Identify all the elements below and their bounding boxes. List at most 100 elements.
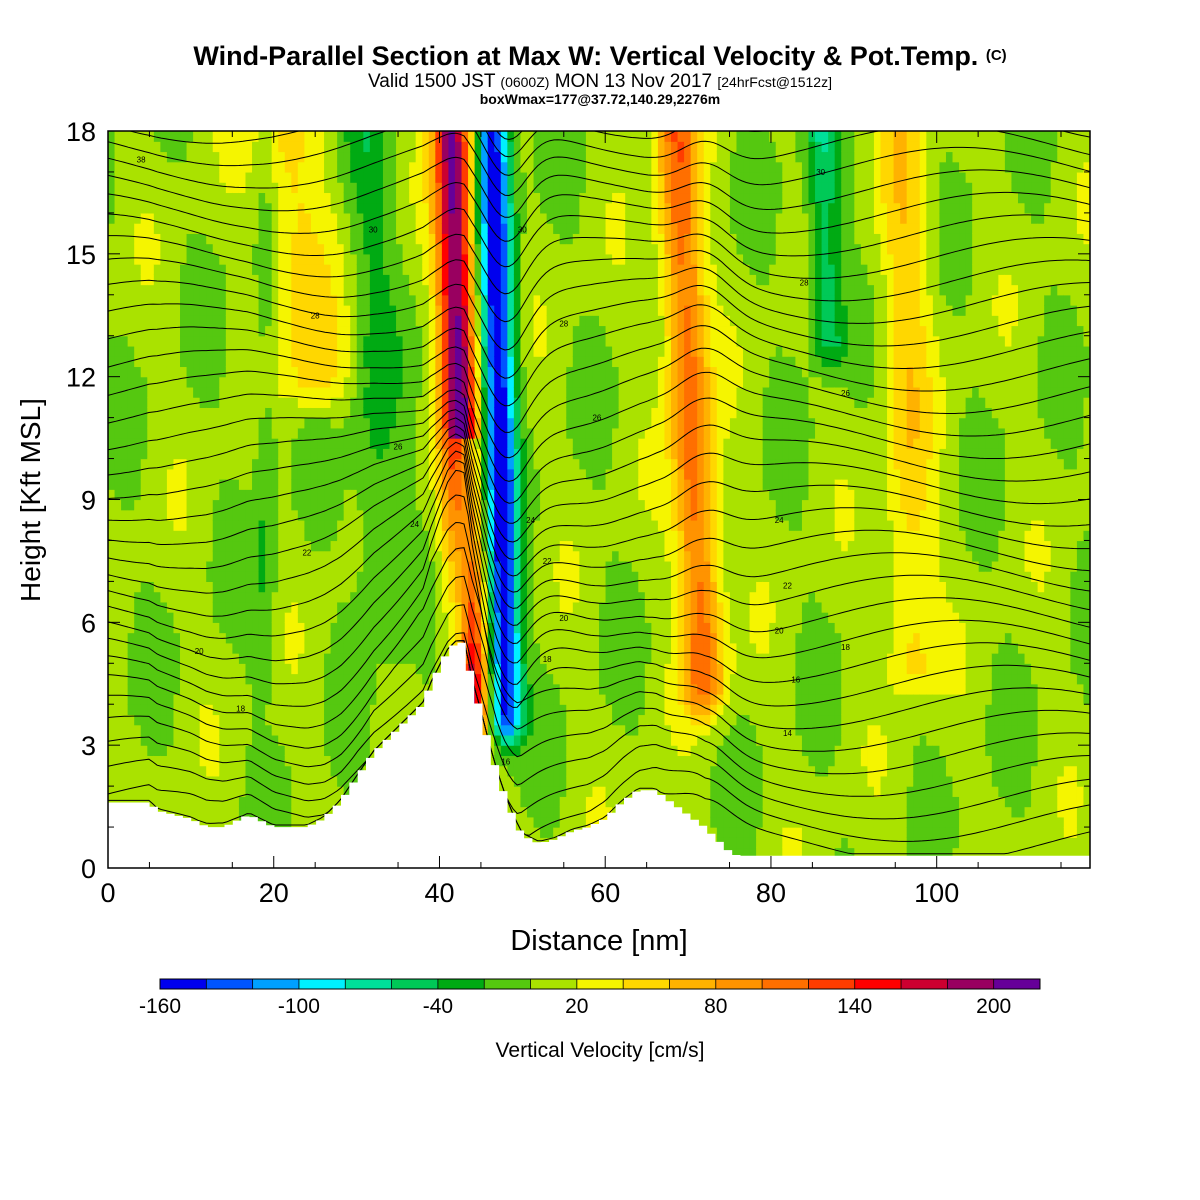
velocity-cell <box>343 417 351 429</box>
velocity-cell <box>494 653 502 664</box>
velocity-cell <box>520 673 528 685</box>
velocity-cell <box>382 397 391 408</box>
velocity-cell <box>206 755 214 767</box>
velocity-cell <box>461 305 469 316</box>
velocity-cell <box>363 284 371 296</box>
velocity-cell <box>533 571 541 582</box>
velocity-cell <box>540 386 548 398</box>
velocity-cell <box>520 141 528 153</box>
velocity-cell <box>232 243 240 255</box>
velocity-cell <box>526 796 535 808</box>
velocity-cell <box>199 724 207 736</box>
velocity-cell <box>193 653 201 664</box>
velocity-cell <box>173 366 181 378</box>
velocity-cell <box>526 438 535 449</box>
velocity-cell <box>271 560 279 572</box>
velocity-cell <box>468 171 476 183</box>
velocity-cell <box>317 171 325 183</box>
velocity-cell <box>546 397 554 408</box>
velocity-cell <box>513 765 522 777</box>
velocity-cell <box>173 622 181 634</box>
velocity-cell <box>153 427 161 439</box>
velocity-cell <box>428 417 436 429</box>
velocity-cell <box>206 530 214 542</box>
velocity-cell <box>206 765 214 777</box>
velocity-cell <box>540 264 548 275</box>
velocity-cell <box>481 530 489 542</box>
velocity-cell <box>396 468 404 480</box>
velocity-cell <box>494 366 502 378</box>
velocity-cell <box>186 243 194 255</box>
velocity-cell <box>193 407 201 419</box>
velocity-cell <box>507 714 515 726</box>
velocity-cell <box>278 468 286 480</box>
velocity-cell <box>363 376 371 388</box>
velocity-cell <box>114 632 122 644</box>
velocity-cell <box>533 212 541 224</box>
velocity-cell <box>121 274 129 286</box>
velocity-cell <box>324 499 332 511</box>
velocity-cell <box>219 223 227 234</box>
velocity-cell <box>376 223 384 234</box>
velocity-cell <box>396 499 404 511</box>
velocity-cell <box>389 305 397 316</box>
velocity-cell <box>330 683 338 695</box>
velocity-cell <box>533 131 541 142</box>
velocity-cell <box>454 530 463 542</box>
velocity-cell <box>520 335 528 347</box>
velocity-cell <box>337 632 345 644</box>
velocity-cell <box>206 376 214 388</box>
velocity-cell <box>284 192 292 204</box>
velocity-cell <box>225 479 233 490</box>
velocity-cell <box>559 755 567 767</box>
velocity-cell <box>520 601 528 613</box>
velocity-cell <box>114 765 122 777</box>
velocity-cell <box>212 202 220 214</box>
velocity-cell <box>389 448 397 460</box>
velocity-cell <box>533 765 541 777</box>
velocity-cell <box>513 151 522 163</box>
velocity-cell <box>186 601 194 613</box>
velocity-cell <box>454 540 463 552</box>
velocity-cell <box>252 704 260 716</box>
velocity-cell <box>389 458 397 470</box>
velocity-cell <box>376 438 384 449</box>
velocity-cell <box>304 571 312 582</box>
velocity-cell <box>160 438 168 449</box>
velocity-cell <box>258 663 266 675</box>
velocity-cell <box>481 161 489 173</box>
velocity-cell <box>153 755 161 767</box>
velocity-cell <box>487 376 495 388</box>
velocity-cell <box>376 632 384 644</box>
velocity-cell <box>402 571 410 582</box>
velocity-cell <box>507 560 515 572</box>
velocity-cell <box>310 325 319 337</box>
velocity-cell <box>494 673 502 685</box>
velocity-cell <box>193 530 201 542</box>
velocity-cell <box>212 724 220 736</box>
velocity-cell <box>121 376 129 388</box>
velocity-cell <box>114 796 122 808</box>
velocity-cell <box>121 796 129 808</box>
velocity-cell <box>278 223 286 234</box>
velocity-cell <box>507 233 515 245</box>
velocity-cell <box>526 704 535 716</box>
velocity-cell <box>127 335 135 347</box>
velocity-cell <box>487 612 495 623</box>
velocity-cell <box>114 560 122 572</box>
velocity-cell <box>350 397 358 408</box>
velocity-cell <box>127 366 135 378</box>
velocity-cell <box>415 438 423 449</box>
velocity-cell <box>363 560 371 572</box>
velocity-cell <box>526 151 535 163</box>
velocity-cell <box>252 806 260 818</box>
velocity-cell <box>461 223 469 234</box>
velocity-cell <box>317 131 325 142</box>
velocity-cell <box>310 397 319 408</box>
velocity-cell <box>435 427 443 439</box>
velocity-cell <box>238 530 247 542</box>
velocity-cell <box>343 141 351 153</box>
velocity-cell <box>140 489 148 501</box>
velocity-cell <box>278 366 286 378</box>
velocity-cell <box>396 591 404 603</box>
